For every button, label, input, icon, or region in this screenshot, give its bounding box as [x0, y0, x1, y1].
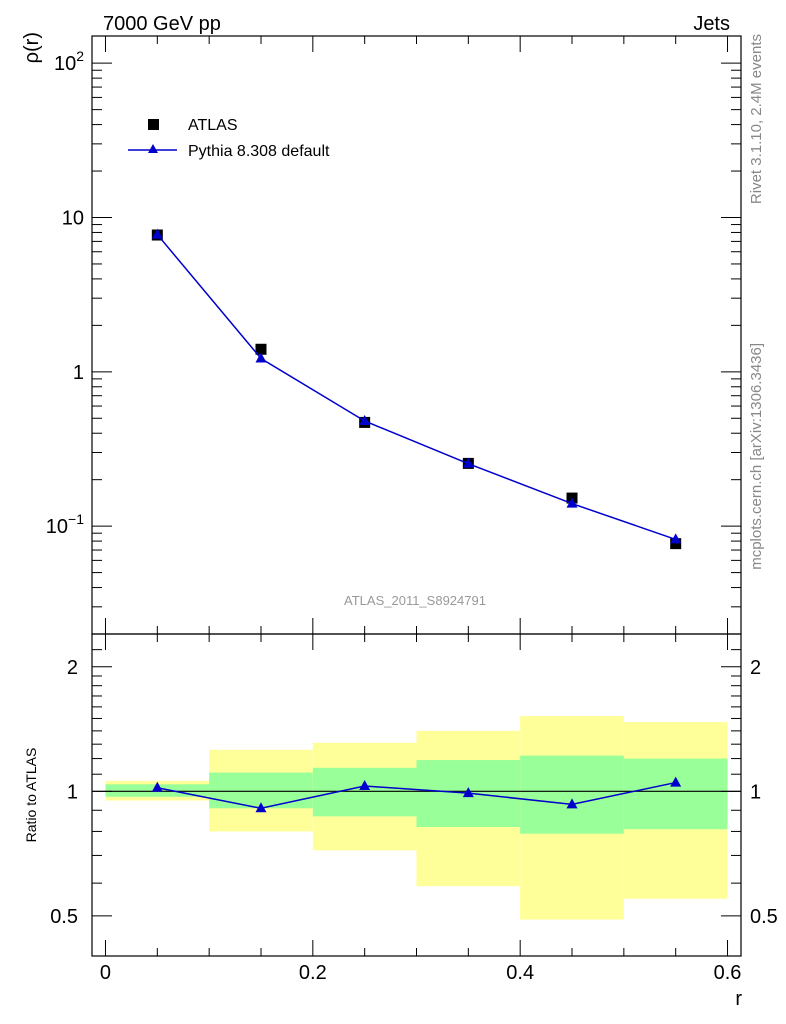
uncertainty-band-inner — [520, 755, 624, 834]
y-tick-label: 1 — [73, 362, 84, 384]
legend: ATLAS Pythia 8.308 default — [128, 117, 330, 160]
y-tick-label-right: 2 — [750, 657, 761, 679]
pythia-ratio-point — [359, 780, 371, 791]
y-tick-label: 2 — [67, 657, 78, 679]
pythia-line — [156, 234, 676, 541]
mcplots-label: mcplots.cern.ch [arXiv:1306.3436] — [748, 343, 765, 570]
x-tick-label: 0.2 — [299, 962, 327, 984]
pythia-ratio-point — [566, 798, 578, 809]
pythia-ratio-point — [670, 776, 682, 787]
pythia-point — [255, 352, 267, 363]
x-axis-label: r — [735, 988, 742, 1010]
y-tick-label-right: 1 — [750, 781, 761, 803]
atlas-data-point — [255, 343, 267, 355]
y-tick-label-right: 0.5 — [750, 906, 778, 928]
x-tick-label: 0 — [100, 962, 111, 984]
main-ylabel: ρ(r) — [21, 32, 43, 63]
pythia-ratio-point — [255, 802, 267, 813]
pythia-point — [151, 228, 163, 239]
y-tick-label: 0.5 — [50, 906, 78, 928]
uncertainty-band-inner — [623, 758, 728, 830]
pythia-point — [670, 533, 682, 544]
uncertainty-band-inner — [312, 767, 417, 817]
pythia-point — [462, 457, 474, 468]
ratio-ylabel: Ratio to ATLAS — [23, 748, 39, 843]
ratio-plot: 0 0.2 0.4 0.6 0.5 0.5 1 1 2 2 — [50, 633, 778, 984]
header-right: Jets — [693, 13, 730, 35]
y-tick-label: 10 — [62, 207, 84, 229]
y-tick-label: 10−1 — [46, 511, 84, 538]
pythia-ratio-line — [157, 781, 676, 810]
legend-atlas-label: ATLAS — [188, 117, 238, 134]
x-tick-label: 0.6 — [714, 962, 742, 984]
rivet-label: Rivet 3.1.10, 2.4M events — [748, 34, 765, 204]
pythia-ratio-point — [462, 787, 474, 798]
legend-atlas-marker — [148, 119, 159, 130]
x-tick-label: 0.4 — [506, 962, 534, 984]
pythia-point — [359, 415, 371, 426]
header-left: 7000 GeV pp — [103, 13, 221, 35]
watermark: ATLAS_2011_S8924791 — [344, 593, 486, 608]
legend-pythia-marker — [148, 144, 158, 153]
atlas-data-point — [670, 538, 682, 550]
legend-pythia-label: Pythia 8.308 default — [188, 143, 330, 160]
y-tick-label: 1 — [67, 781, 78, 803]
y-tick-label: 102 — [54, 48, 84, 75]
pythia-ratio-point — [151, 781, 163, 792]
pythia-point — [566, 497, 578, 508]
